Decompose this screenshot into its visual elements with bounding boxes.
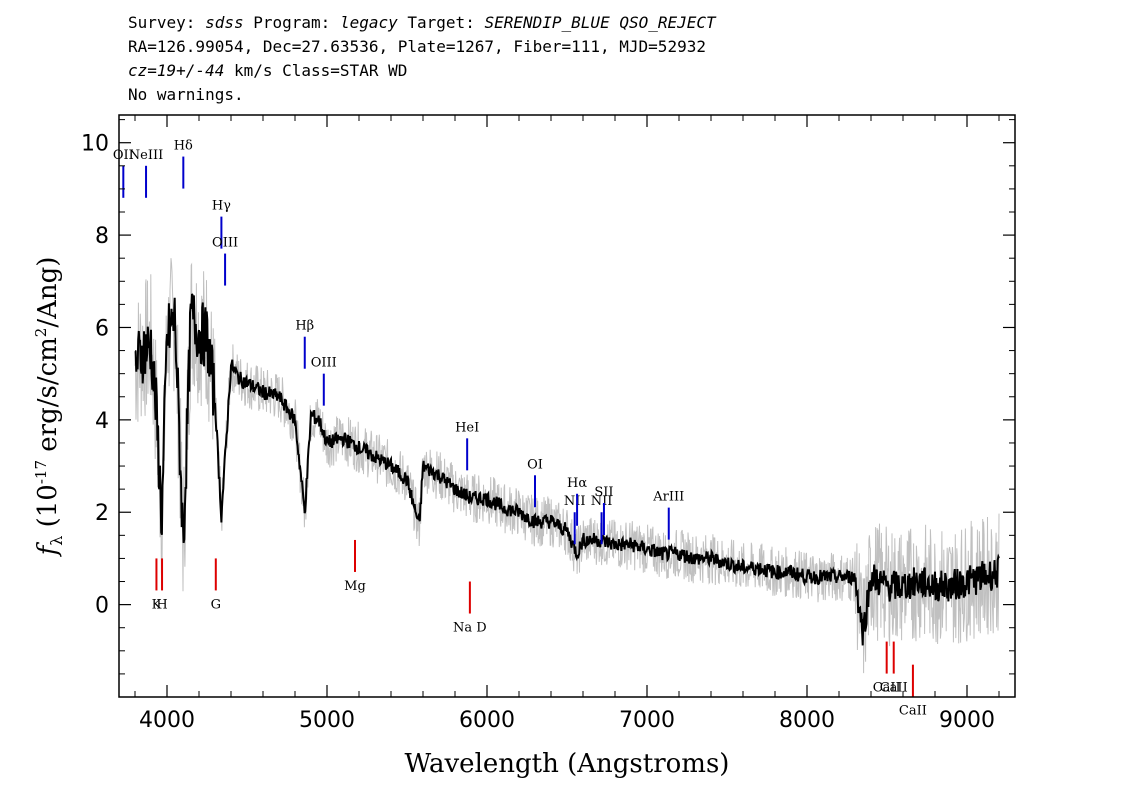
emission-line-label: NeIII: [129, 148, 163, 163]
y-tick-label: 4: [95, 409, 109, 434]
y-tick-label: 2: [95, 501, 109, 526]
program-value: legacy: [339, 13, 398, 32]
absorption-line-label: CaII: [873, 681, 901, 696]
x-axis-label: Wavelength (Angstroms): [405, 749, 730, 779]
cz-value: cz=19+/-44: [128, 61, 225, 80]
class-text: km/s Class=STAR WD: [224, 61, 408, 80]
target-value: SERENDIP_BLUE QSO_REJECT: [484, 13, 716, 32]
emission-line-label: Hβ: [295, 319, 314, 334]
target-label: Target:: [407, 13, 475, 32]
program-label: Program:: [253, 13, 331, 32]
x-tick-label: 4000: [139, 708, 195, 733]
absorption-line-label: G: [211, 597, 221, 612]
emission-line-label: Hγ: [212, 199, 231, 214]
emission-line-label: HeI: [455, 420, 479, 435]
emission-line-label: ArIII: [652, 490, 684, 505]
header-line-2: RA=126.99054, Dec=27.63536, Plate=1267, …: [128, 37, 706, 56]
emission-line-label: SII: [594, 485, 613, 500]
noise-layer: [134, 258, 1000, 674]
absorption-line-label: Mg: [344, 579, 366, 594]
header-line-3: cz=19+/-44 km/s Class=STAR WD: [128, 61, 407, 81]
emission-line-label: OI: [527, 457, 543, 472]
emission-line-label: OIII: [212, 236, 238, 251]
absorption-line-label: K: [152, 597, 162, 612]
y-tick-label: 6: [95, 316, 109, 341]
absorption-line-label: CaII: [880, 681, 908, 696]
x-tick-label: 9000: [939, 708, 995, 733]
emission-line-label: NII: [564, 494, 586, 509]
x-tick-label: 7000: [619, 708, 675, 733]
emission-line-label: NII: [591, 494, 613, 509]
survey-label: Survey:: [128, 13, 196, 32]
absorption-line-label: H: [156, 597, 167, 612]
y-tick-label: 8: [95, 224, 109, 249]
x-tick-label: 5000: [299, 708, 355, 733]
y-tick-label: 0: [95, 594, 109, 619]
absorption-line-label: Na D: [453, 621, 487, 636]
header-line-1: Survey: sdss Program: legacy Target: SER…: [128, 13, 716, 33]
y-tick-label: 10: [81, 132, 109, 157]
absorption-line-label: CaII: [899, 704, 927, 719]
noise-envelope: [134, 258, 1000, 674]
emission-line-label: OII: [113, 148, 134, 163]
flux-line: [134, 293, 1000, 646]
emission-line-label: Hδ: [174, 139, 193, 154]
ticks-layer: 4000 5000 6000 7000 8000 9000 0 2 4 6 8 10: [81, 115, 1015, 733]
x-tick-label: 6000: [459, 708, 515, 733]
y-axis-label: fλ (10-17 erg/s/cm2/Ang): [32, 257, 66, 558]
emission-line-label: Hα: [567, 476, 587, 491]
x-tick-label: 8000: [779, 708, 835, 733]
header-line-4: No warnings.: [128, 85, 244, 104]
plot-frame: [118, 114, 1016, 698]
flux-layer: [134, 293, 1000, 646]
emission-line-label: OIII: [311, 356, 337, 371]
survey-value: sdss: [205, 13, 244, 32]
